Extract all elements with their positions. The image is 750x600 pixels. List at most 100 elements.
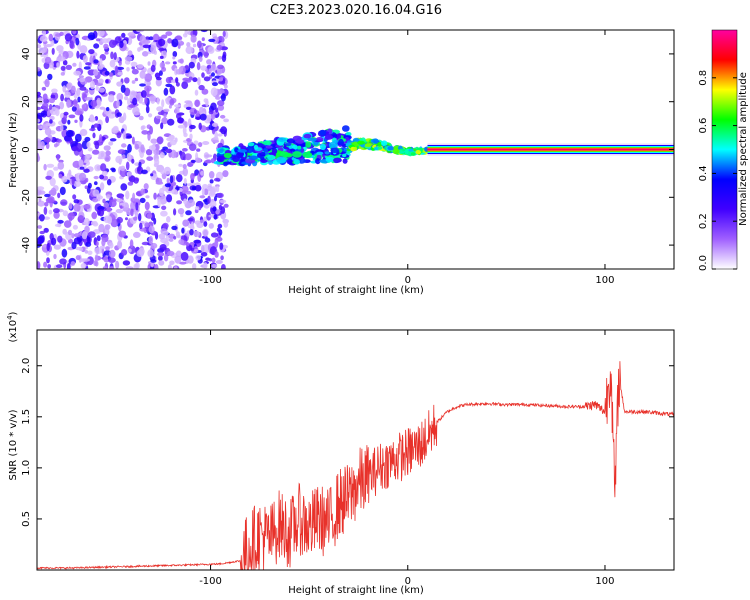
spectrogram-cell bbox=[78, 247, 83, 251]
spectrogram-cell bbox=[177, 208, 185, 215]
snr-multiplier-close: ) bbox=[8, 311, 19, 315]
spectrogram-cell bbox=[96, 97, 101, 106]
spectrogram-cell bbox=[147, 249, 154, 258]
spectrogram-cell bbox=[108, 39, 117, 48]
spectrogram-cell bbox=[73, 199, 80, 204]
spectrogram-cell bbox=[217, 104, 225, 111]
spectrogram-cell bbox=[116, 66, 125, 70]
spectrogram-cell bbox=[120, 84, 126, 94]
spectrogram-cell bbox=[59, 101, 65, 110]
spectrogram-cell bbox=[156, 97, 160, 105]
spectrogram-cell bbox=[146, 87, 150, 96]
spectrogram-cell bbox=[128, 104, 136, 108]
spectrogram-cell bbox=[183, 178, 187, 185]
spectrogram-cell bbox=[305, 141, 312, 148]
spectrogram-cell bbox=[68, 114, 76, 119]
spectrogram-cell bbox=[126, 67, 130, 72]
spectrogram-cell bbox=[84, 185, 89, 189]
spectrogram-cell bbox=[62, 85, 67, 93]
spectrogram-cell bbox=[106, 194, 111, 199]
spectrogram-cell bbox=[93, 69, 99, 76]
spectrogram-cell bbox=[39, 214, 45, 222]
spectrogram-cell bbox=[146, 156, 154, 162]
spectrogram-cell bbox=[200, 252, 208, 257]
spectrogram-cell bbox=[144, 73, 153, 82]
spectrogram-cell bbox=[103, 145, 111, 151]
spectrogram-cell bbox=[87, 32, 96, 40]
spectrogram-cell bbox=[217, 100, 225, 107]
spectrogram-cell bbox=[71, 106, 77, 112]
spectrogram-cell bbox=[127, 181, 134, 186]
spectrogram-cell bbox=[182, 148, 188, 152]
spectrogram-cell bbox=[43, 206, 48, 215]
spectrogram-cell bbox=[48, 97, 56, 104]
spectrogram-cell bbox=[204, 237, 211, 243]
spectrogram-cell bbox=[203, 262, 208, 269]
spectrogram-cell bbox=[145, 105, 150, 114]
spectrogram-cell bbox=[72, 62, 77, 67]
spectrogram-cell bbox=[211, 72, 215, 77]
spectrogram-cell bbox=[98, 64, 104, 70]
spectrogram-cell bbox=[377, 142, 383, 147]
spectrogram-cell bbox=[200, 65, 207, 71]
spectrogram-cell bbox=[102, 266, 108, 269]
spectrogram-cell bbox=[216, 44, 223, 51]
spectrogram-cell bbox=[148, 145, 156, 151]
spectrogram-cell bbox=[198, 122, 202, 130]
spectrogram-cell bbox=[83, 66, 91, 70]
spectrogram-cell bbox=[94, 181, 98, 186]
spectrogram-cell bbox=[92, 198, 99, 203]
spectrogram-cell bbox=[220, 126, 228, 135]
spectrogram-cell bbox=[139, 83, 146, 87]
spectrogram-cell bbox=[158, 255, 163, 261]
spectrogram-cell bbox=[194, 184, 202, 192]
spectrogram-cell bbox=[67, 119, 71, 125]
spectrogram-cell bbox=[159, 244, 167, 251]
spectrogram-cell bbox=[84, 97, 92, 101]
snr-multiplier: (x104) bbox=[6, 311, 19, 342]
spectrogram-cell bbox=[69, 138, 73, 145]
spectrogram-y-axis-title: Frequency (Hz) bbox=[8, 112, 19, 188]
spectrogram-cell bbox=[149, 95, 157, 102]
spectrogram-cell bbox=[90, 80, 95, 90]
spectrogram-cell bbox=[338, 138, 344, 146]
spectrogram-cell bbox=[190, 159, 196, 163]
spectrogram-cell bbox=[218, 80, 226, 85]
figure-title: C2E3.2023.020.16.04.G16 bbox=[270, 3, 442, 18]
spectrogram-cell bbox=[190, 221, 195, 230]
spectrogram-cell bbox=[117, 149, 126, 155]
spectrogram-cell bbox=[97, 205, 105, 211]
spectrogram-cell bbox=[49, 177, 56, 187]
spectrogram-cell bbox=[387, 146, 395, 151]
spectrogram-cell bbox=[175, 250, 182, 258]
spectrogram-cell bbox=[85, 62, 92, 66]
spectrogram-cell bbox=[268, 160, 273, 165]
spectrogram-cell bbox=[111, 127, 119, 134]
spectrogram-cell bbox=[177, 117, 184, 124]
spectrogram-cell bbox=[64, 91, 71, 98]
spectrogram-cell bbox=[171, 38, 179, 48]
spectrogram-cell bbox=[184, 100, 192, 104]
spectrogram-cell bbox=[180, 251, 189, 261]
spectrogram-cell bbox=[248, 155, 258, 161]
spectrogram-cell bbox=[410, 152, 416, 156]
spectrogram-cell bbox=[81, 231, 88, 240]
spectrogram-cell bbox=[43, 227, 49, 233]
spectrogram-cell bbox=[303, 133, 312, 139]
spectrogram-cell bbox=[168, 238, 174, 242]
spectrogram-cell bbox=[125, 217, 128, 221]
spectrogram-cell bbox=[127, 50, 133, 57]
spectrogram-cell bbox=[87, 231, 96, 238]
spectrogram-cell bbox=[223, 161, 231, 165]
spectrogram-cell bbox=[208, 110, 214, 115]
spectrogram-cell bbox=[185, 242, 190, 247]
spectrogram-cell bbox=[73, 203, 81, 212]
spectrogram-cell bbox=[192, 77, 198, 83]
spectrogram-cell bbox=[203, 229, 208, 237]
spectrogram-cell bbox=[201, 72, 205, 78]
spectrogram-cell bbox=[93, 59, 99, 64]
spectrogram-cell bbox=[50, 94, 56, 99]
spectrogram-cell bbox=[218, 204, 223, 211]
spectrogram-cell bbox=[277, 137, 287, 143]
spectrogram-cell bbox=[185, 106, 192, 110]
